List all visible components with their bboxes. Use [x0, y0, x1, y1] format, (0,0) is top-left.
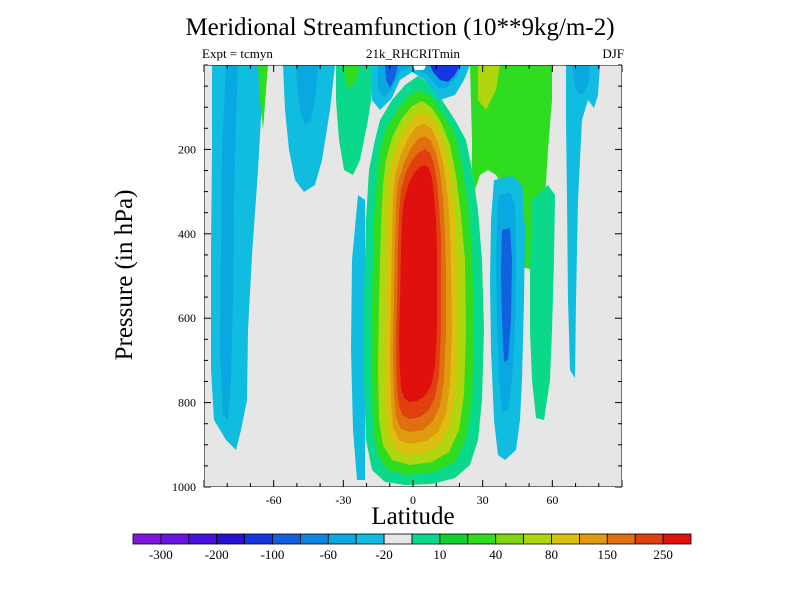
contour-southern-green	[530, 185, 555, 420]
x-tick-label: -30	[335, 493, 351, 507]
colorbar-swatch	[662, 533, 692, 545]
colorbar-swatch	[606, 533, 636, 545]
chart-title: Meridional Streamfunction (10**9kg/m-2)	[185, 14, 615, 41]
contour-polar-green-strip	[258, 65, 268, 130]
colorbar-swatch	[634, 533, 664, 545]
run-name-label: 21k_RHCRITmin	[366, 46, 460, 61]
colorbar-label: -100	[261, 547, 285, 562]
colorbar-label: -60	[320, 547, 337, 562]
x-tick-label: 60	[546, 493, 558, 507]
contour-midlat-neg-outer	[283, 65, 335, 192]
colorbar: -300 -200 -100 -60 -20 10 40 80 150 250	[132, 533, 692, 562]
colorbar-swatch	[383, 533, 413, 545]
x-tick-label: 30	[477, 493, 489, 507]
x-axis: -60 -30 0 30 60	[203, 65, 623, 507]
colorbar-swatch	[467, 533, 497, 545]
y-tick-label: 600	[178, 311, 196, 325]
contour-upper-neg-core-right	[430, 65, 460, 82]
colorbar-swatch	[188, 533, 218, 545]
season-label: DJF	[602, 46, 624, 61]
colorbar-label: 40	[489, 547, 502, 562]
x-tick-label: -60	[266, 493, 282, 507]
y-tick-label: 1000	[172, 480, 196, 494]
contour-left-blue-sliver	[351, 195, 365, 480]
colorbar-label: 150	[598, 547, 618, 562]
contour-midlat-neg-inner	[296, 65, 318, 125]
colorbar-swatch	[355, 533, 385, 545]
colorbar-swatch	[523, 533, 552, 545]
y-tick-label: 400	[178, 227, 196, 241]
hadley-level-8	[399, 165, 437, 402]
colorbar-swatch	[327, 533, 357, 545]
x-tick-label: 0	[410, 493, 416, 507]
contour-hadley-cell	[364, 76, 484, 485]
colorbar-swatch	[439, 533, 469, 545]
colorbar-label: -300	[149, 547, 173, 562]
contour-upper-left-green2	[343, 65, 360, 90]
contour-sh-polar-right	[566, 65, 600, 378]
colorbar-label: 80	[545, 547, 558, 562]
colorbar-swatch	[244, 533, 273, 545]
colorbar-swatch	[272, 533, 301, 545]
colorbar-swatch	[216, 533, 245, 545]
plot-area	[204, 65, 622, 487]
contour-ferrel-core	[501, 228, 512, 362]
colorbar-label: -20	[375, 547, 392, 562]
y-tick-label: 200	[178, 142, 196, 156]
contour-right-yellowgreen	[478, 65, 500, 110]
colorbar-swatch	[299, 533, 329, 545]
contour-upper-left-green	[336, 65, 378, 175]
contour-upper-neg-core-left	[385, 65, 398, 88]
y-axis: 200 400 600 800 1000	[172, 64, 622, 494]
y-tick-label: 800	[178, 396, 196, 410]
contour-zero-gap	[412, 65, 426, 70]
colorbar-swatch	[551, 533, 580, 545]
experiment-label: Expt = tcmyn	[202, 46, 273, 61]
colorbar-label: -200	[205, 547, 229, 562]
colorbar-swatch	[132, 533, 162, 545]
colorbar-swatch	[160, 533, 190, 545]
contour-polar-cell-inner	[220, 65, 238, 420]
colorbar-swatch	[495, 533, 525, 545]
colorbar-label: 250	[653, 547, 673, 562]
colorbar-swatch	[411, 533, 441, 545]
x-axis-label: Latitude	[371, 503, 455, 530]
colorbar-swatch	[579, 533, 608, 545]
contour-sh-polar-right-inner	[572, 65, 590, 95]
colorbar-label: 10	[433, 547, 446, 562]
